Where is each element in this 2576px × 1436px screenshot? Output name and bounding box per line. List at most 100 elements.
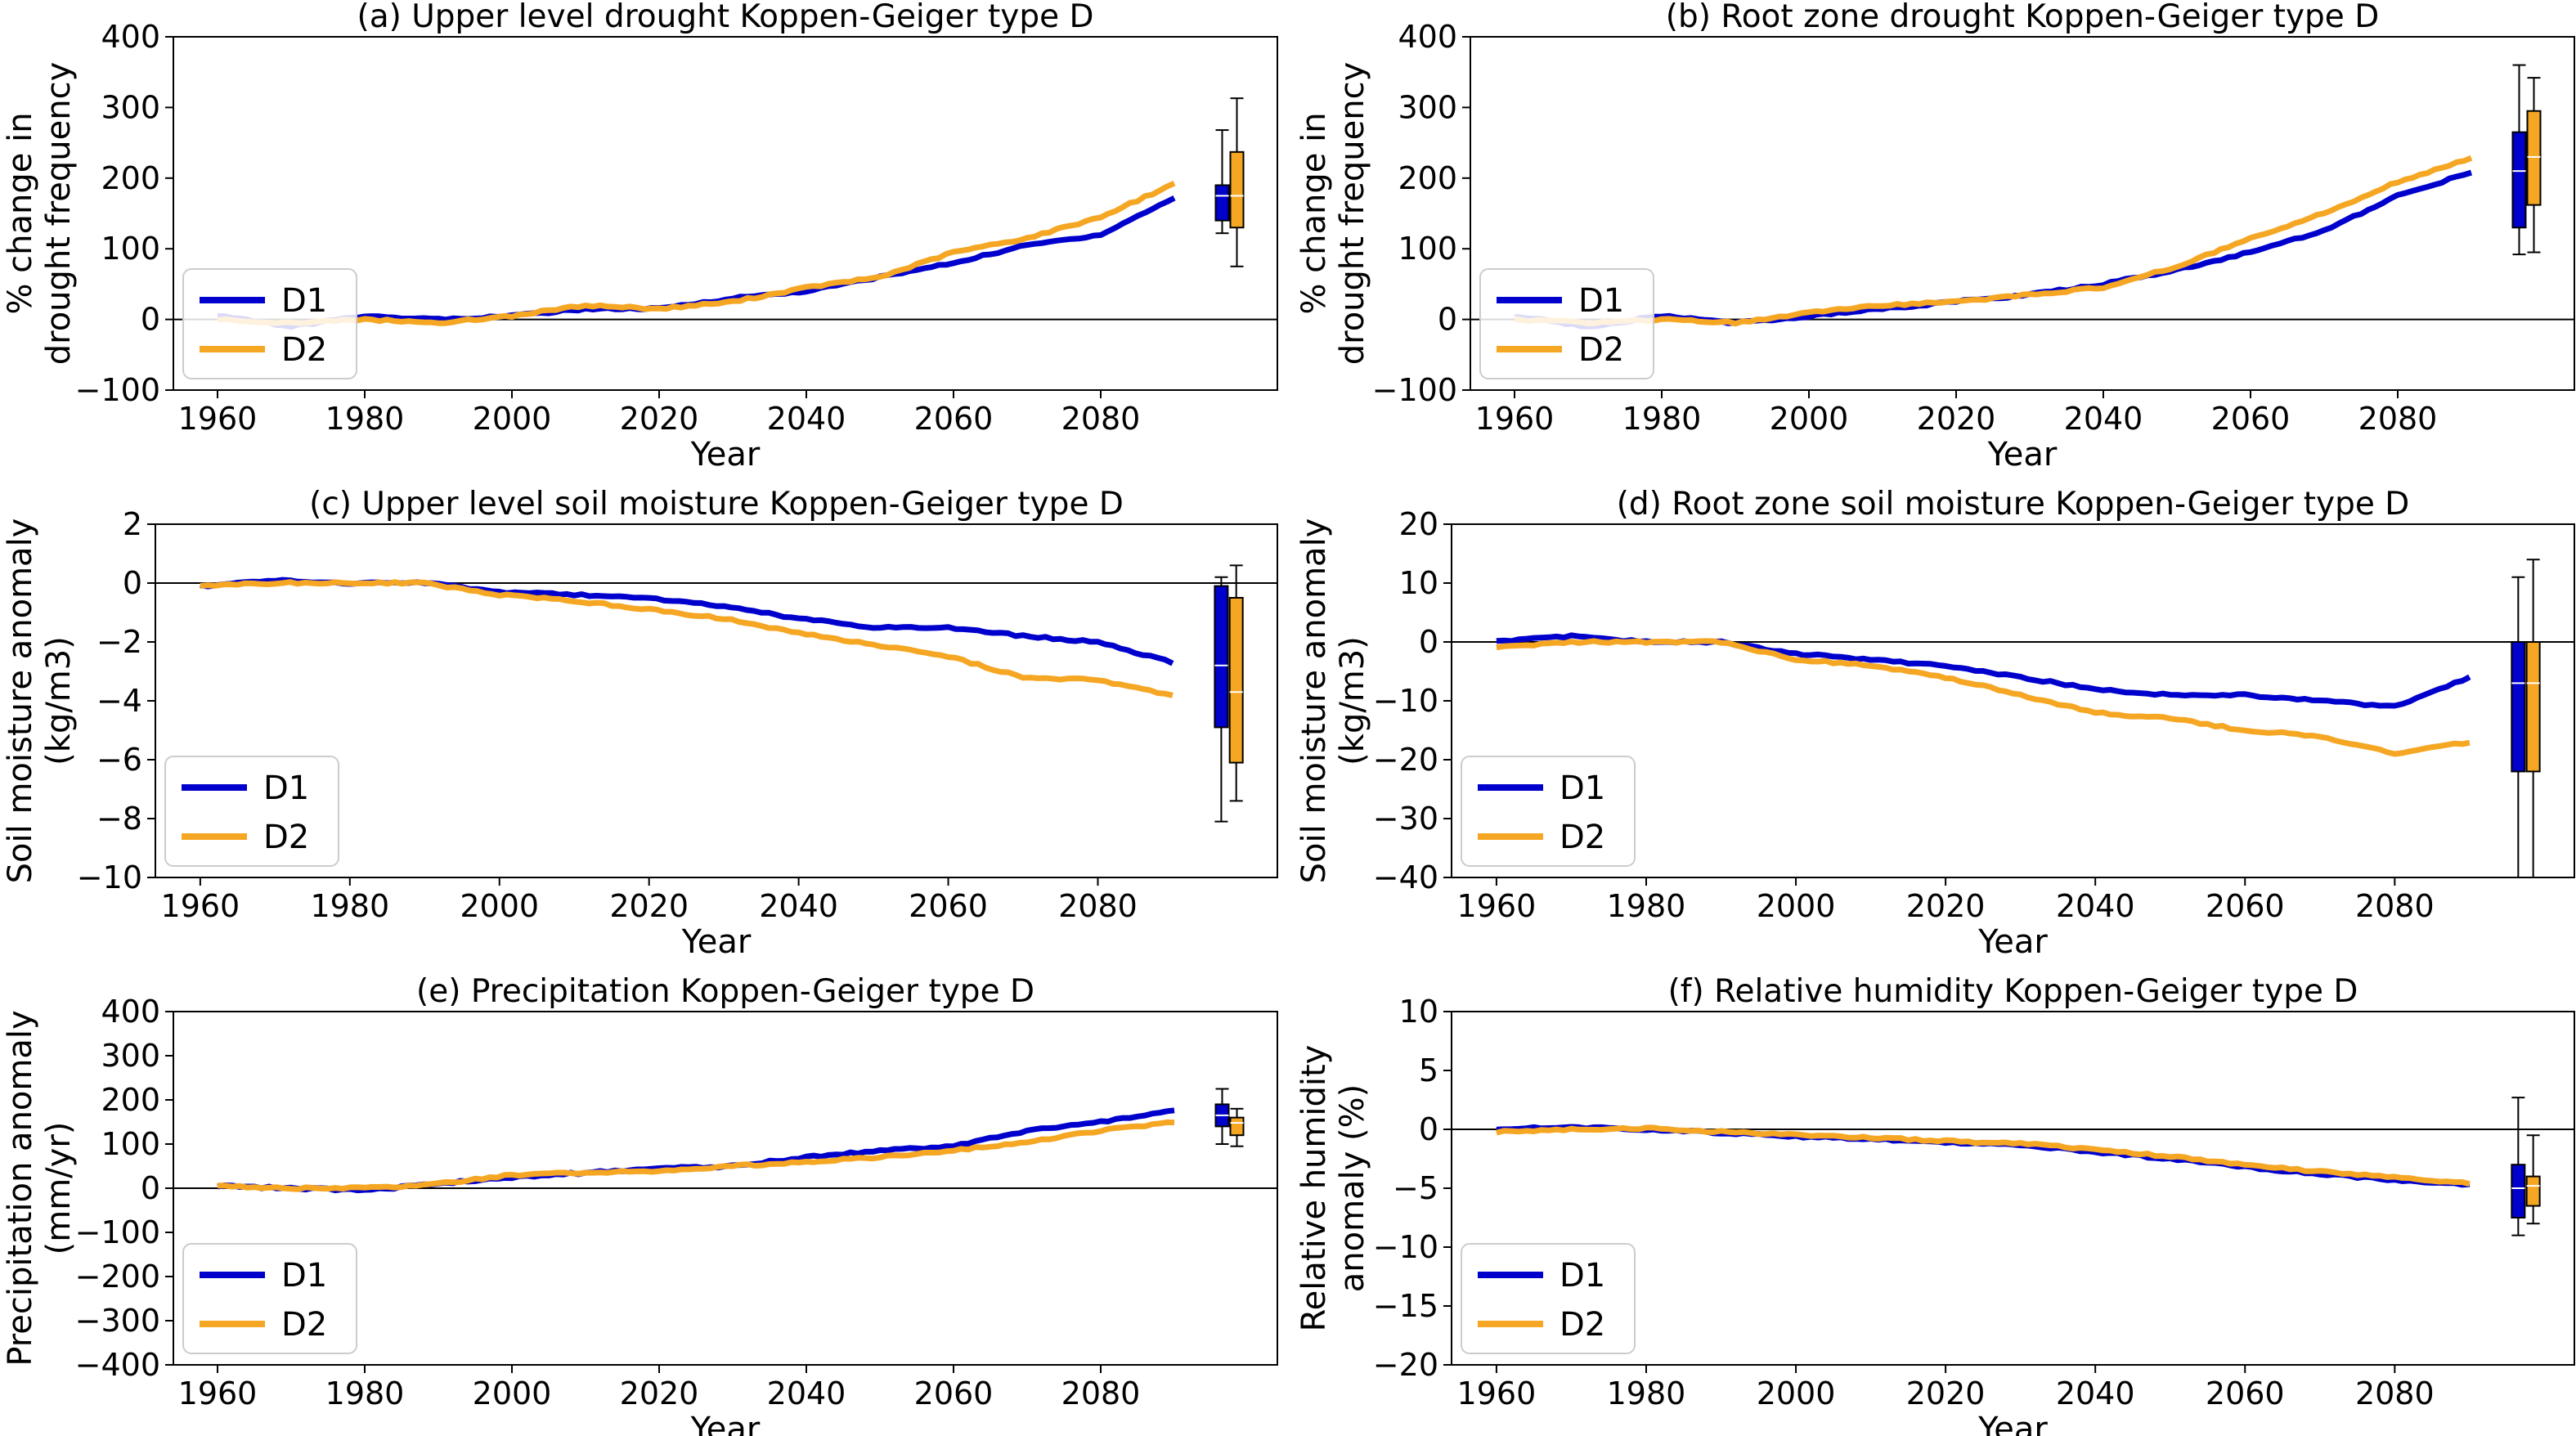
y-tick-label: 300	[101, 1038, 160, 1074]
y-tick-label: 10	[1399, 994, 1438, 1030]
x-tick-label: 1980	[1607, 1375, 1686, 1411]
y-tick-label: −6	[96, 742, 142, 778]
x-tick-label: 2040	[2056, 888, 2135, 924]
x-tick-label: 1960	[178, 1375, 258, 1411]
x-tick-label: 1980	[1622, 401, 1702, 437]
legend-label-D2: D2	[281, 331, 327, 369]
x-axis-label: Year	[690, 436, 761, 473]
legend-label-D1: D1	[1578, 282, 1624, 320]
y-tick-label: 300	[1398, 89, 1457, 125]
x-tick-label: 2080	[2358, 401, 2438, 437]
x-tick-label: 2080	[1061, 401, 1141, 437]
y-tick-label: −100	[1372, 372, 1457, 408]
y-tick-label: 200	[101, 160, 160, 196]
boxplot-D2	[2525, 559, 2541, 878]
boxplot-D2	[2525, 1134, 2541, 1225]
x-tick-label: 1960	[1475, 401, 1555, 437]
y-tick-label: −4	[96, 683, 142, 719]
panel-title: (e) Precipitation Koppen-Geiger type D	[416, 973, 1034, 1010]
y-tick-label: 400	[101, 994, 160, 1030]
legend-label-D2: D2	[1578, 331, 1624, 369]
panel-0: (a) Upper level drought Koppen-Geiger ty…	[2, 0, 1278, 473]
panel-title: (d) Root zone soil moisture Koppen-Geige…	[1617, 486, 2410, 523]
y-tick-label: −15	[1373, 1288, 1438, 1324]
legend-label-D1: D1	[263, 770, 309, 807]
y-tick-label: −40	[1373, 859, 1438, 895]
y-tick-label: 0	[141, 302, 160, 338]
y-tick-label: 2	[123, 506, 142, 542]
panel-title: (a) Upper level drought Koppen-Geiger ty…	[357, 0, 1093, 35]
x-tick-label: 2040	[2064, 401, 2143, 437]
x-tick-label: 1980	[310, 888, 389, 924]
boxplot-D2	[1229, 1107, 1245, 1147]
boxplot-D1	[2511, 576, 2526, 878]
y-tick-label: −400	[75, 1347, 160, 1383]
x-tick-label: 2080	[1058, 888, 1138, 924]
y-axis-label: Relative humidityanomaly (%)	[1295, 1045, 1371, 1332]
x-tick-label: 2080	[2355, 888, 2435, 924]
boxplot-D1	[1214, 1088, 1230, 1145]
series-line-D2	[217, 180, 1176, 326]
y-tick-label: −300	[75, 1303, 160, 1339]
series-line-D1	[1514, 169, 2473, 330]
y-tick-label: 300	[101, 89, 160, 125]
y-tick-label: 100	[1398, 231, 1457, 267]
y-tick-label: 5	[1419, 1052, 1438, 1088]
y-tick-label: 0	[1419, 1111, 1438, 1147]
series-line-D2	[1496, 1124, 2471, 1187]
y-axis-label: Soil moisture anomaly(kg/m3)	[1295, 518, 1371, 884]
x-tick-label: 2020	[620, 1375, 699, 1411]
y-tick-label: 100	[101, 1126, 160, 1162]
boxplot-D1	[2511, 1097, 2526, 1236]
y-tick-label: −100	[75, 1214, 160, 1250]
x-tick-label: 2040	[759, 888, 838, 924]
legend-label-D1: D1	[281, 282, 327, 320]
panel-3: (d) Root zone soil moisture Koppen-Geige…	[1295, 486, 2575, 961]
legend-label-D1: D1	[281, 1257, 327, 1295]
panel-title: (f) Relative humidity Koppen-Geiger type…	[1668, 973, 2358, 1010]
x-tick-label: 2000	[460, 888, 539, 924]
x-tick-label: 1980	[325, 1375, 405, 1411]
y-tick-label: −2	[96, 624, 142, 660]
x-tick-label: 2060	[914, 401, 994, 437]
x-tick-label: 2060	[914, 1375, 994, 1411]
x-tick-label: 2000	[1757, 888, 1836, 924]
y-tick-label: −200	[75, 1259, 160, 1295]
y-tick-label: 400	[101, 19, 160, 55]
y-tick-label: −100	[75, 372, 160, 408]
x-tick-label: 2020	[1906, 1375, 1986, 1411]
x-axis-label: Year	[1977, 1411, 2048, 1436]
x-tick-label: 2080	[2355, 1375, 2435, 1411]
boxplot-D1	[1214, 576, 1229, 823]
x-tick-label: 2020	[1917, 401, 1996, 437]
x-tick-label: 1960	[1457, 888, 1537, 924]
boxplot-D2	[1228, 564, 1244, 802]
x-tick-label: 2000	[473, 1375, 552, 1411]
legend-label-D2: D2	[1560, 1306, 1605, 1344]
y-axis-label: Precipitation anomaly(mm/yr)	[2, 1010, 78, 1366]
y-tick-label: 10	[1399, 565, 1438, 601]
y-tick-label: 400	[1398, 19, 1457, 55]
legend-label-D2: D2	[1560, 819, 1605, 856]
panel-4: (e) Precipitation Koppen-Geiger type D D1…	[2, 973, 1278, 1436]
legend-label-D2: D2	[263, 819, 309, 856]
x-axis-label: Year	[690, 1411, 761, 1436]
y-tick-label: −30	[1373, 801, 1438, 837]
y-tick-label: −20	[1373, 1347, 1438, 1383]
legend-label-D1: D1	[1560, 1257, 1605, 1295]
x-tick-label: 2060	[2206, 888, 2285, 924]
series-line-D2	[200, 579, 1174, 698]
series-line-D2	[217, 1119, 1175, 1192]
x-tick-label: 2060	[909, 888, 988, 924]
series-line-D1	[217, 1107, 1175, 1194]
x-axis-label: Year	[681, 923, 752, 961]
y-tick-label: −8	[96, 801, 142, 837]
y-tick-label: −10	[1373, 1229, 1438, 1265]
y-tick-label: −5	[1393, 1170, 1438, 1206]
y-tick-label: 20	[1399, 506, 1438, 542]
